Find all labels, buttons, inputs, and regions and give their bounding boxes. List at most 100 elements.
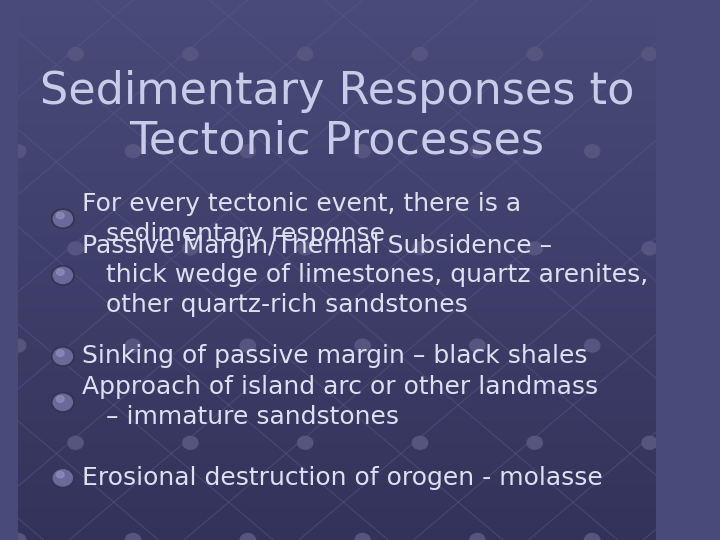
Bar — [18, 76, 656, 81]
Circle shape — [355, 145, 370, 158]
Circle shape — [56, 396, 64, 402]
Bar — [18, 373, 656, 378]
Circle shape — [642, 48, 657, 60]
Circle shape — [51, 468, 74, 488]
Bar — [18, 108, 656, 113]
Circle shape — [413, 436, 428, 449]
Bar — [18, 464, 656, 470]
Bar — [18, 481, 656, 486]
Circle shape — [413, 242, 428, 255]
Bar — [18, 49, 656, 54]
Circle shape — [240, 339, 256, 352]
Bar — [18, 383, 656, 389]
Bar — [18, 475, 656, 481]
Bar — [18, 146, 656, 151]
Circle shape — [51, 209, 74, 228]
Bar — [18, 259, 656, 265]
Circle shape — [297, 436, 312, 449]
Text: For every tectonic event, there is a
   sedimentary response: For every tectonic event, there is a sed… — [82, 192, 521, 246]
Bar — [18, 11, 656, 16]
Bar — [18, 211, 656, 216]
Bar — [18, 238, 656, 243]
Bar — [18, 340, 656, 346]
Bar — [18, 356, 656, 362]
Bar — [18, 86, 656, 92]
Bar — [18, 281, 656, 286]
Bar — [18, 70, 656, 76]
Text: Sedimentary Responses to
Tectonic Processes: Sedimentary Responses to Tectonic Proces… — [40, 70, 634, 163]
Circle shape — [469, 339, 485, 352]
Bar — [18, 405, 656, 410]
Bar — [18, 178, 656, 184]
Circle shape — [68, 242, 84, 255]
Bar — [18, 491, 656, 497]
Bar — [18, 97, 656, 103]
Bar — [18, 248, 656, 254]
Circle shape — [11, 534, 26, 540]
Bar — [18, 508, 656, 513]
Bar — [18, 227, 656, 232]
Bar — [18, 135, 656, 140]
Circle shape — [68, 48, 84, 60]
Circle shape — [527, 48, 542, 60]
Bar — [18, 232, 656, 238]
Bar — [18, 194, 656, 200]
Circle shape — [53, 394, 73, 410]
Bar — [18, 292, 656, 297]
Bar — [18, 470, 656, 475]
Circle shape — [183, 436, 198, 449]
Bar — [18, 335, 656, 340]
Bar — [18, 497, 656, 502]
Bar — [18, 346, 656, 351]
Circle shape — [56, 471, 64, 478]
Bar — [18, 157, 656, 162]
Circle shape — [56, 269, 64, 275]
Bar — [18, 513, 656, 518]
Bar — [18, 38, 656, 43]
Bar — [18, 189, 656, 194]
Circle shape — [53, 211, 73, 227]
Text: Erosional destruction of orogen - molasse: Erosional destruction of orogen - molass… — [82, 466, 603, 490]
Circle shape — [51, 266, 74, 285]
Circle shape — [527, 242, 542, 255]
Circle shape — [355, 534, 370, 540]
Circle shape — [183, 48, 198, 60]
Bar — [18, 43, 656, 49]
Bar — [18, 54, 656, 59]
Circle shape — [53, 267, 73, 284]
Circle shape — [68, 436, 84, 449]
Circle shape — [56, 212, 64, 219]
Circle shape — [183, 242, 198, 255]
Circle shape — [51, 393, 74, 412]
Bar — [18, 486, 656, 491]
Bar — [18, 362, 656, 367]
Circle shape — [355, 339, 370, 352]
Bar — [18, 448, 656, 454]
Bar — [18, 22, 656, 27]
Bar — [18, 297, 656, 302]
Bar — [18, 221, 656, 227]
Circle shape — [585, 145, 600, 158]
Circle shape — [240, 145, 256, 158]
Circle shape — [51, 347, 74, 366]
Bar — [18, 421, 656, 427]
Bar — [18, 103, 656, 108]
Bar — [18, 270, 656, 275]
Bar — [18, 416, 656, 421]
Bar — [18, 254, 656, 259]
Bar — [18, 286, 656, 292]
Bar — [18, 394, 656, 400]
Bar — [18, 351, 656, 356]
Circle shape — [413, 48, 428, 60]
Bar — [18, 140, 656, 146]
Bar — [18, 167, 656, 173]
Circle shape — [125, 339, 140, 352]
Circle shape — [642, 242, 657, 255]
Bar — [18, 454, 656, 459]
Bar — [18, 124, 656, 130]
Bar — [18, 59, 656, 65]
Circle shape — [240, 534, 256, 540]
Circle shape — [11, 339, 26, 352]
Bar — [18, 427, 656, 432]
Text: Passive Margin/Thermal Subsidence –
   thick wedge of limestones, quartz arenite: Passive Margin/Thermal Subsidence – thic… — [82, 234, 648, 317]
